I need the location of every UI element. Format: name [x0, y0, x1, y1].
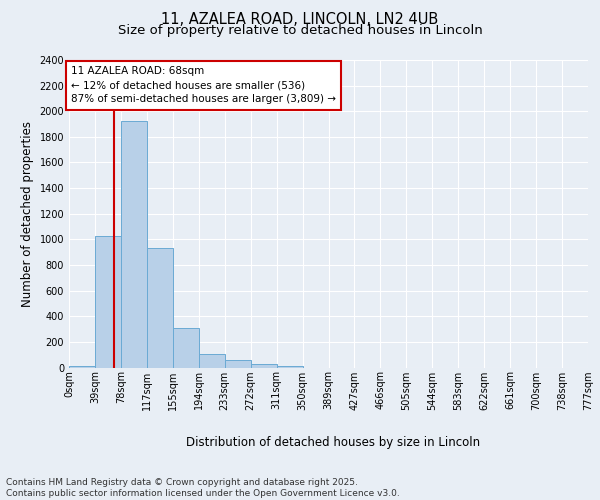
Bar [251, 364, 277, 368]
Text: 11 AZALEA ROAD: 68sqm
← 12% of detached houses are smaller (536)
87% of semi-det: 11 AZALEA ROAD: 68sqm ← 12% of detached … [71, 66, 336, 104]
Text: 11, AZALEA ROAD, LINCOLN, LN2 4UB: 11, AZALEA ROAD, LINCOLN, LN2 4UB [161, 12, 439, 28]
Bar [173, 328, 199, 368]
Text: Size of property relative to detached houses in Lincoln: Size of property relative to detached ho… [118, 24, 482, 37]
Bar [277, 366, 302, 368]
Y-axis label: Number of detached properties: Number of detached properties [21, 120, 34, 306]
Text: Distribution of detached houses by size in Lincoln: Distribution of detached houses by size … [186, 436, 480, 449]
Bar [147, 248, 173, 368]
Text: Contains HM Land Registry data © Crown copyright and database right 2025.
Contai: Contains HM Land Registry data © Crown c… [6, 478, 400, 498]
Bar [95, 236, 121, 368]
Bar [121, 122, 147, 368]
Bar [224, 360, 251, 368]
Bar [69, 366, 95, 368]
Bar [199, 354, 224, 368]
